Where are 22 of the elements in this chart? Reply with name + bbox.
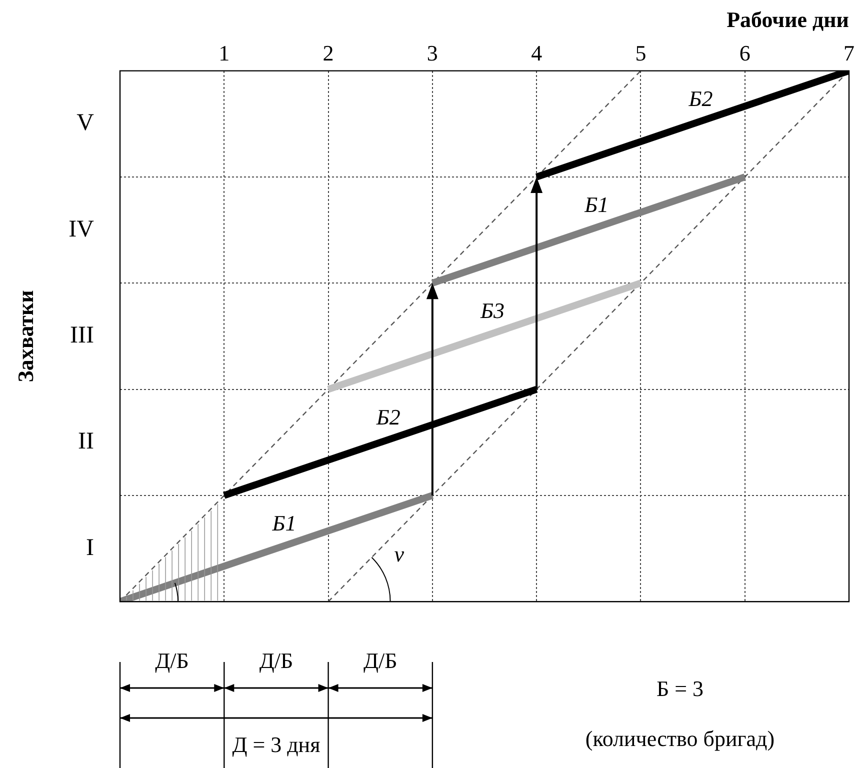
x-tick-label: 2 xyxy=(322,40,334,66)
text: IV xyxy=(68,216,95,242)
text: III xyxy=(70,322,94,348)
text: I xyxy=(86,534,94,561)
x-axis-title: Рабочие дни xyxy=(726,6,850,32)
series-label: Б2 xyxy=(375,404,400,430)
series-label: Б2 xyxy=(688,86,713,111)
text: Б = 3 xyxy=(656,676,704,702)
series-label: Б3 xyxy=(480,298,504,324)
x-tick-label: 7 xyxy=(844,40,854,66)
y-axis-title: Захватки xyxy=(12,290,38,382)
text: V xyxy=(76,110,95,136)
x-tick-label: 1 xyxy=(218,40,230,66)
x-tick-label: 6 xyxy=(739,40,750,66)
x-tick-label: 5 xyxy=(635,40,646,66)
series-label: Б1 xyxy=(271,510,296,536)
text: II xyxy=(78,428,94,455)
x-tick-label: 3 xyxy=(426,40,438,66)
x-tick-label: 4 xyxy=(531,40,542,66)
text: (количество бригад) xyxy=(585,726,775,752)
annotation: v xyxy=(394,542,404,567)
series-label: Б1 xyxy=(584,192,609,218)
